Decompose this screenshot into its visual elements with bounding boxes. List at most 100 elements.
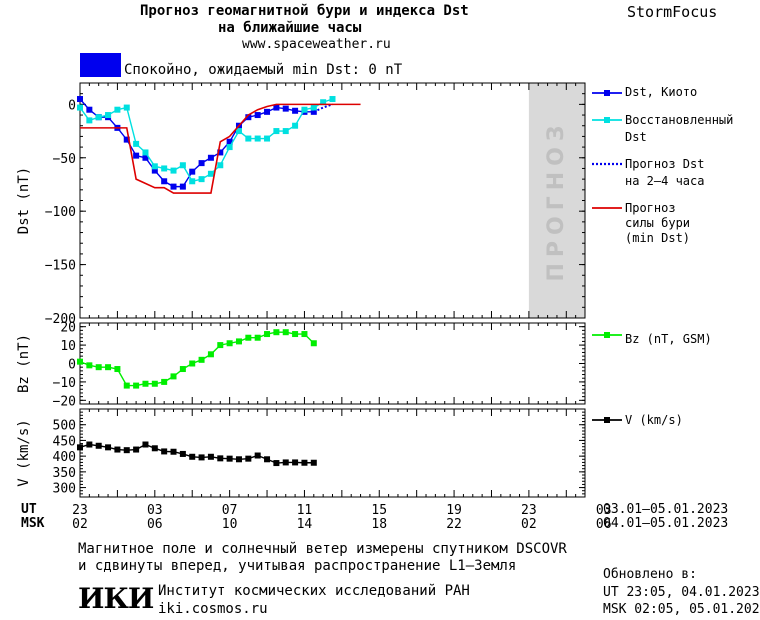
- legend-swatch-v-marker: [604, 417, 610, 423]
- y-tick-label: 350: [53, 466, 76, 481]
- data-point: [161, 178, 168, 185]
- y-tick-label: −10: [53, 376, 76, 391]
- data-point: [123, 382, 130, 389]
- data-point: [77, 96, 83, 103]
- legend-label-forecast-dst-1: Прогноз Dst: [625, 157, 705, 171]
- data-point: [282, 329, 289, 336]
- institute-link[interactable]: iki.cosmos.ru: [158, 601, 268, 617]
- y-tick-label: 0: [68, 98, 76, 113]
- updated-label: Обновлено в:: [603, 567, 697, 582]
- x-tick-label-msk: 02: [72, 517, 88, 532]
- y-tick-label: 10: [60, 339, 76, 354]
- data-point: [310, 340, 317, 347]
- data-point: [77, 104, 83, 111]
- data-point: [329, 96, 336, 103]
- data-point: [292, 459, 299, 466]
- series-line: [79, 98, 333, 183]
- panel-frame: [79, 82, 586, 319]
- y-tick-label: 450: [53, 434, 76, 449]
- data-point: [77, 444, 83, 451]
- data-point: [273, 128, 280, 135]
- legend-label-v: V (km/s): [625, 413, 683, 427]
- data-point: [142, 380, 149, 387]
- data-point: [245, 334, 252, 341]
- data-point: [282, 128, 289, 135]
- x-tick-label-msk: 18: [371, 517, 387, 532]
- data-point: [273, 104, 280, 111]
- y-axis-label: V (km/s): [16, 419, 32, 486]
- data-point: [95, 364, 102, 371]
- data-point: [226, 340, 233, 347]
- data-point: [198, 176, 205, 183]
- x-tick-label-msk: 10: [222, 517, 238, 532]
- data-point: [217, 342, 224, 349]
- data-point: [151, 167, 158, 174]
- data-point: [189, 360, 196, 367]
- data-point: [282, 459, 289, 466]
- data-point: [198, 356, 205, 363]
- data-point: [235, 338, 242, 345]
- x-tick-label-ut: 03: [147, 503, 163, 518]
- x-tick-label-msk: 14: [297, 517, 313, 532]
- data-point: [114, 366, 121, 373]
- data-point: [217, 455, 224, 462]
- data-point: [170, 167, 177, 174]
- data-point: [86, 362, 93, 369]
- data-point: [114, 106, 121, 113]
- data-point: [226, 455, 233, 462]
- data-point: [179, 183, 186, 190]
- legend-label-dst-kyoto: Dst, Киото: [625, 85, 698, 99]
- measurement-note-1: Магнитное поле и солнечный ветер измерен…: [78, 541, 567, 557]
- y-tick-label: 500: [53, 419, 76, 434]
- msk-axis-label: MSK: [21, 516, 45, 531]
- x-tick-label-msk: 02: [521, 517, 537, 532]
- data-point: [86, 117, 93, 124]
- data-point: [282, 105, 289, 112]
- data-point: [254, 135, 261, 142]
- y-tick-label: −20: [53, 394, 76, 409]
- data-point: [320, 99, 327, 106]
- y-axis-label: Dst (nT): [16, 167, 32, 234]
- x-tick-label-ut: 23: [521, 503, 537, 518]
- chart-title-line2: на ближайшие часы: [218, 20, 362, 36]
- data-point: [170, 373, 177, 380]
- status-swatch: [80, 53, 121, 77]
- updated-ut: UT 23:05, 04.01.2023: [603, 585, 760, 600]
- x-tick-label-ut: 23: [72, 503, 88, 518]
- data-point: [133, 446, 140, 453]
- data-point: [151, 445, 158, 452]
- forecast-label: ПРОГНОЗ: [544, 119, 569, 281]
- data-point: [264, 331, 271, 338]
- legend-label-restored-1: Восстановленный: [625, 113, 734, 127]
- data-point: [245, 114, 252, 121]
- y-tick-label: 400: [53, 450, 76, 465]
- series-line: [80, 103, 361, 194]
- x-tick-label-ut: 11: [297, 503, 313, 518]
- data-point: [133, 152, 140, 159]
- y-tick-label: −200: [45, 312, 76, 327]
- legend-label-restored-2: Dst: [625, 130, 647, 144]
- series-line: [313, 103, 333, 113]
- data-point: [189, 453, 196, 460]
- legend-label-forecast-storm-2: силы бури: [625, 216, 691, 230]
- legend-swatch-restored-marker: [604, 117, 610, 123]
- data-point: [264, 135, 271, 142]
- data-point: [161, 448, 168, 455]
- x-tick-label-ut: 07: [222, 503, 238, 518]
- x-tick-label-msk: 06: [596, 517, 612, 532]
- data-point: [245, 135, 252, 142]
- brand-label: StormFocus: [627, 3, 718, 21]
- data-point: [254, 334, 261, 341]
- series-line: [79, 331, 315, 387]
- data-point: [254, 112, 261, 119]
- data-point: [179, 450, 186, 457]
- data-point: [123, 447, 130, 454]
- data-point: [95, 114, 102, 121]
- site-url: www.spaceweather.ru: [242, 37, 391, 52]
- ut-axis-label: UT: [21, 502, 37, 517]
- data-point: [245, 455, 252, 462]
- data-point: [207, 453, 214, 460]
- x-tick-label-ut: 19: [446, 503, 462, 518]
- data-point: [301, 106, 308, 113]
